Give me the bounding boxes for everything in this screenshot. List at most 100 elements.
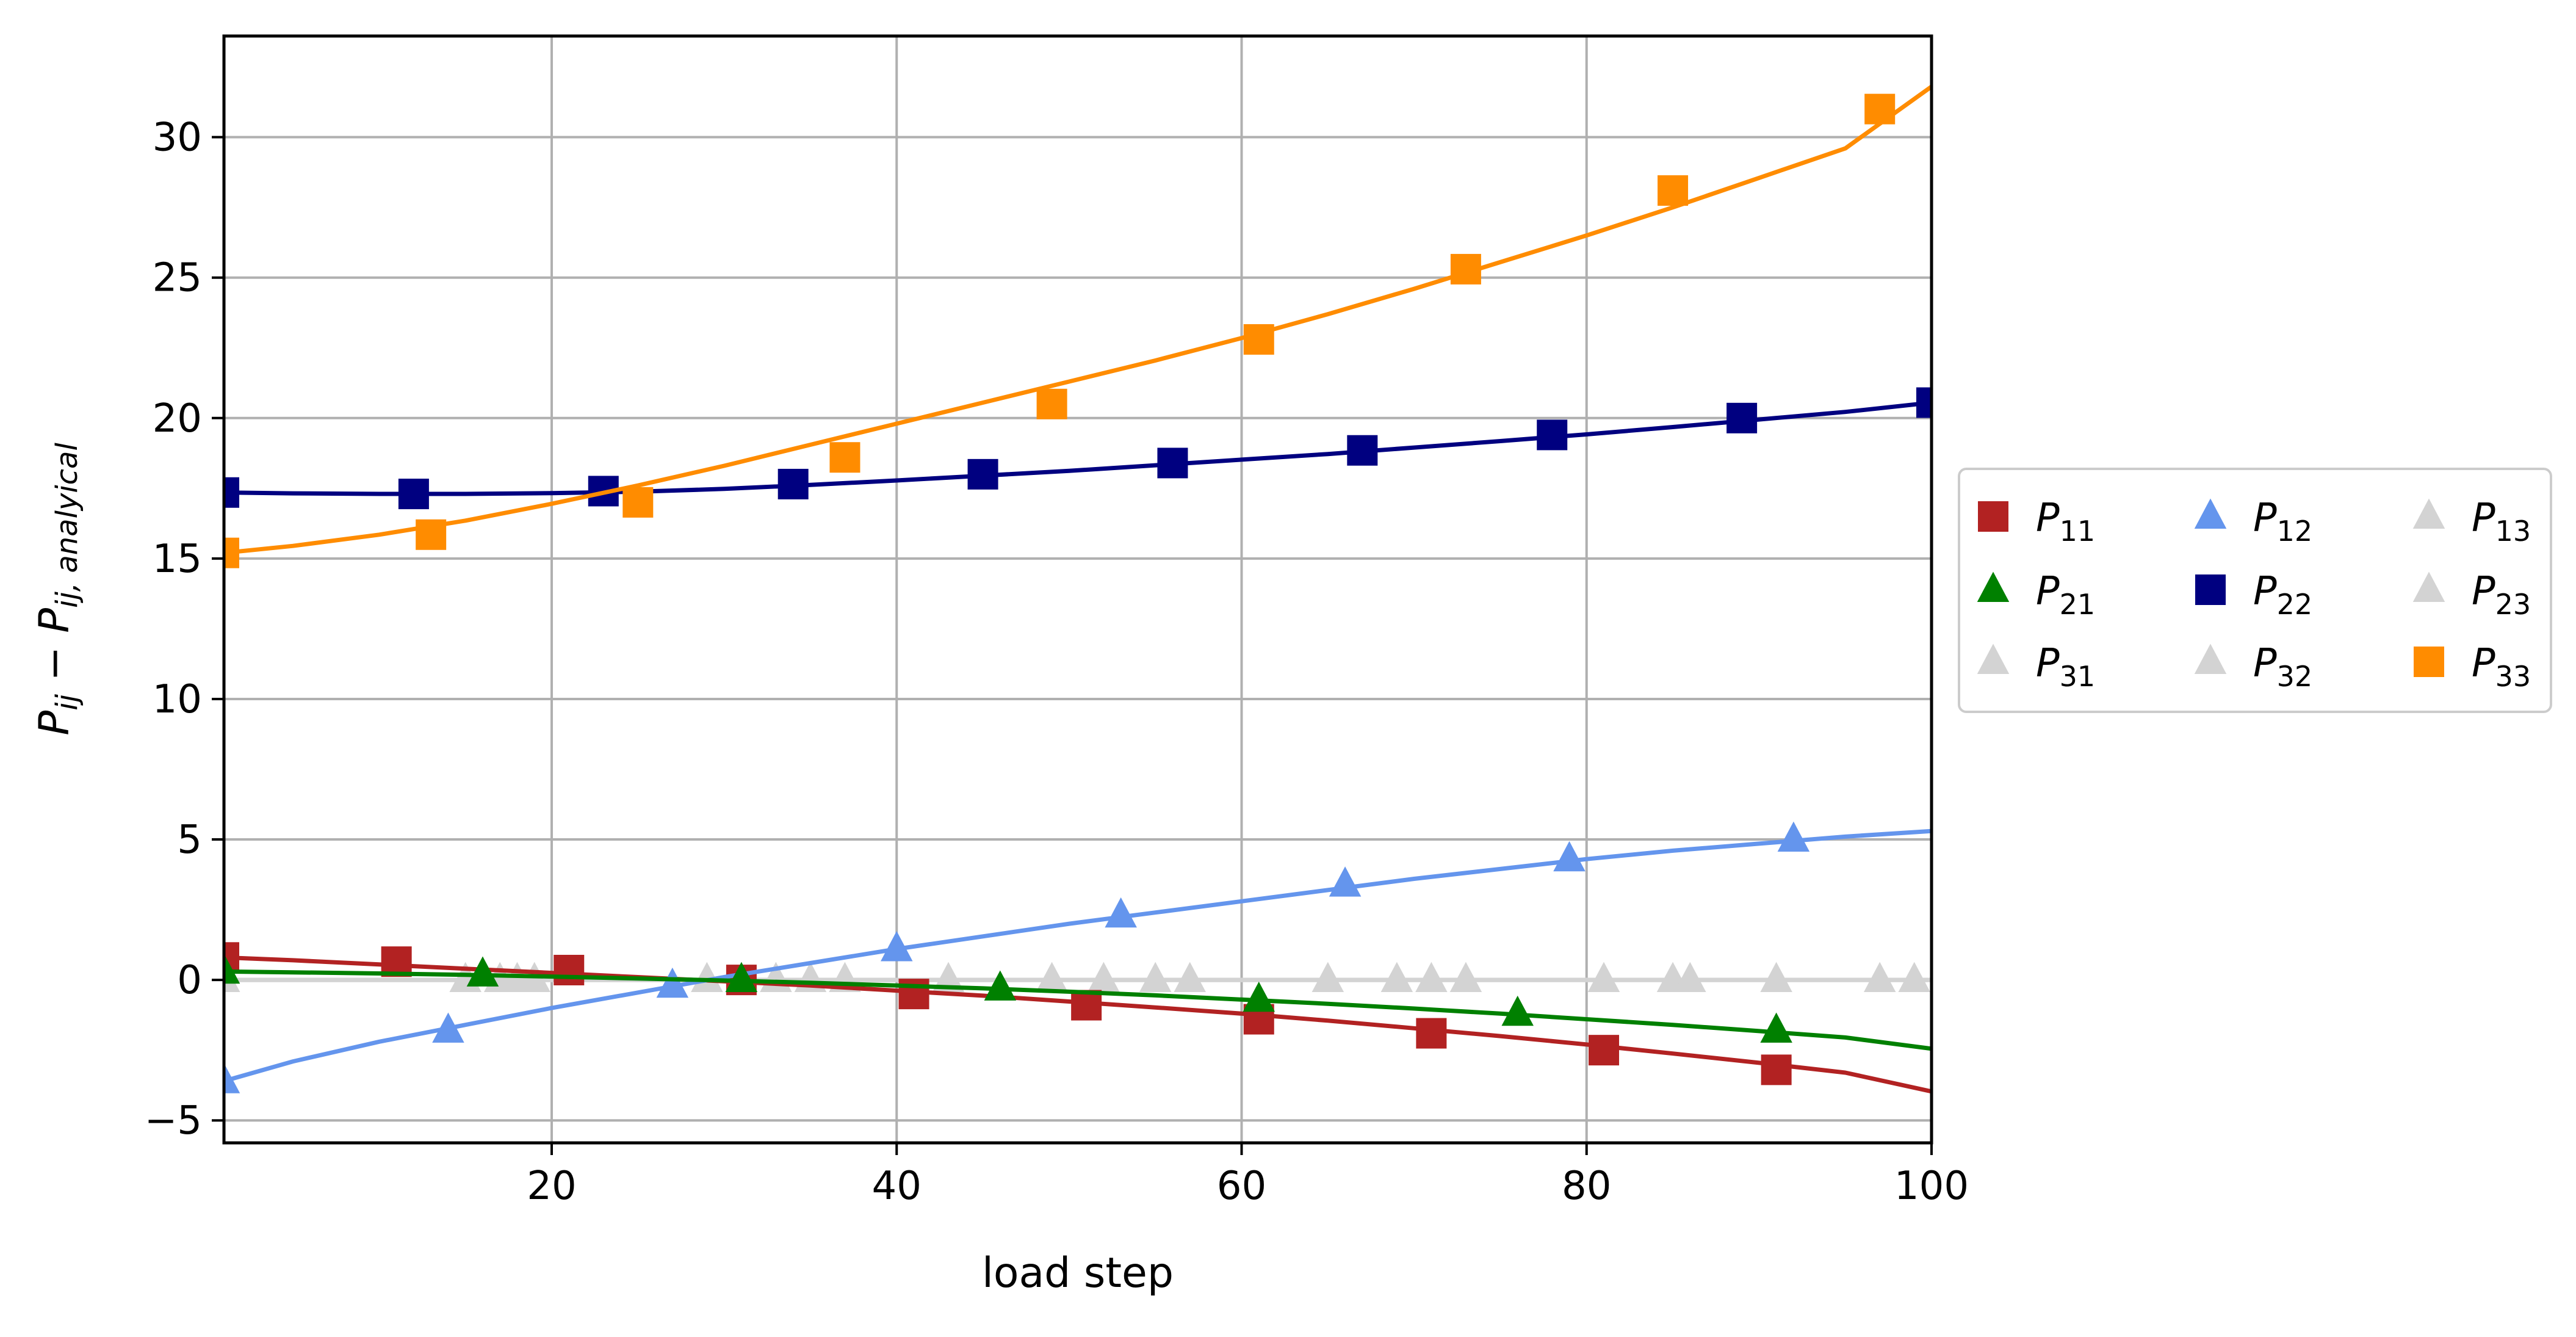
legend-item-p31: P31 [1977, 641, 2095, 693]
y-tick-label: −5 [145, 1098, 202, 1143]
legend-marker [2412, 571, 2445, 602]
data-point-p11 [1761, 1054, 1792, 1085]
series-p12 [224, 821, 1932, 1093]
series-line-p22 [224, 400, 1932, 496]
data-point-p13 [691, 962, 723, 993]
legend-label: P12 [2253, 496, 2312, 548]
data-point-p11 [1416, 1018, 1447, 1049]
y-tick-label: 20 [153, 396, 202, 441]
grid [224, 36, 1933, 1143]
legend-marker [2414, 647, 2444, 677]
data-point-p22 [967, 458, 998, 490]
data-point-p32 [1760, 962, 1792, 993]
data-point-p33 [416, 519, 447, 550]
legend-box [1958, 468, 2552, 713]
legend: P11 P12 P13 P21 P22 P23 P31 P32 P33 [1958, 468, 2552, 713]
y-tick-label: 0 [177, 958, 202, 1003]
legend-marker [1978, 501, 2008, 532]
x-tick-label: 60 [1217, 1164, 1266, 1209]
data-point-p12 [224, 1063, 240, 1093]
legend-marker [1977, 643, 2010, 674]
data-point-p12 [880, 931, 913, 962]
y-tick-label: 25 [153, 256, 202, 301]
x-axis-label: load step [982, 1249, 1174, 1297]
legend-label: P32 [2253, 641, 2312, 693]
data-point-p21 [466, 956, 499, 987]
data-point-p31 [1587, 962, 1620, 993]
series-p33 [224, 84, 1932, 568]
legend-marker [2194, 498, 2227, 529]
series-line-p11 [224, 955, 1932, 1094]
data-point-p12 [656, 967, 689, 998]
legend-marker [1977, 571, 2010, 602]
data-point-p33 [622, 487, 654, 518]
data-point-p21 [1501, 995, 1534, 1026]
series-line-p21 [224, 969, 1932, 1051]
series-line-p33 [224, 84, 1932, 556]
data-point-p12 [1329, 866, 1362, 897]
data-point-p22 [398, 479, 429, 510]
data-point-p22 [777, 468, 809, 499]
data-point-p21 [1243, 981, 1275, 1012]
legend-item-p21: P21 [1977, 569, 2095, 621]
data-point-p12 [1777, 821, 1810, 852]
data-point-p23 [1380, 962, 1413, 993]
data-point-p33 [1864, 93, 1896, 125]
x-tick-label: 80 [1562, 1164, 1611, 1209]
data-point-p22 [1726, 402, 1758, 433]
data-point-p11 [898, 979, 929, 1010]
x-tick-label: 40 [872, 1164, 922, 1209]
data-point-p33 [1243, 324, 1274, 355]
plot-frame [222, 34, 1933, 1145]
data-point-p21 [1760, 1012, 1792, 1043]
legend-label: P23 [2472, 569, 2531, 621]
data-point-p31 [1863, 962, 1896, 993]
series-p21 [224, 953, 1932, 1051]
data-point-p11 [554, 955, 585, 986]
data-point-p32 [1449, 962, 1482, 993]
data-point-p22 [1916, 387, 1932, 418]
data-point-p31 [1311, 962, 1344, 993]
data-point-p23 [1088, 962, 1120, 993]
data-point-p32 [1139, 962, 1172, 993]
y-axis-label: Pij − Pij, analyical [31, 443, 84, 736]
legend-marker [2195, 574, 2226, 605]
data-point-p21 [725, 962, 758, 993]
x-tick-label: 100 [1894, 1164, 1969, 1209]
data-point-p13 [932, 962, 965, 993]
legend-item-p33: P33 [2414, 641, 2531, 693]
data-point-p12 [1553, 841, 1586, 872]
data-point-p22 [1157, 447, 1188, 479]
data-point-p31 [1036, 962, 1068, 993]
y-tick-label: 15 [153, 537, 202, 582]
ticks: 20 40 60 80 100 −5 0 5 10 15 20 25 30 [145, 115, 1969, 1209]
legend-item-p32: P32 [2194, 641, 2312, 693]
data-point-p22 [224, 477, 239, 508]
legend-label: P22 [2253, 569, 2312, 621]
data-point-p22 [1537, 419, 1568, 451]
x-tick-label: 20 [527, 1164, 576, 1209]
data-point-p21 [224, 953, 240, 984]
legend-marker [2412, 498, 2445, 529]
data-point-p23 [1674, 962, 1706, 993]
data-point-p22 [1347, 435, 1378, 466]
y-tick-label: 30 [153, 115, 202, 161]
data-point-p12 [432, 1012, 464, 1043]
series-layer [224, 84, 1932, 1094]
data-point-p12 [1105, 897, 1137, 928]
data-point-p33 [1658, 175, 1689, 206]
series-line-p12 [224, 828, 1932, 1084]
legend-item-p11: P11 [1978, 496, 2095, 548]
legend-marker [2194, 643, 2227, 674]
data-point-p21 [984, 970, 1017, 1001]
legend-label: P21 [2036, 569, 2095, 621]
data-point-p33 [224, 537, 239, 568]
data-point-p32 [224, 962, 240, 993]
y-tick-label: 10 [153, 677, 202, 722]
legend-label: P33 [2472, 641, 2531, 693]
legend-label: P31 [2036, 641, 2095, 693]
legend-label: P11 [2036, 496, 2095, 548]
data-point-p13 [1898, 962, 1930, 993]
